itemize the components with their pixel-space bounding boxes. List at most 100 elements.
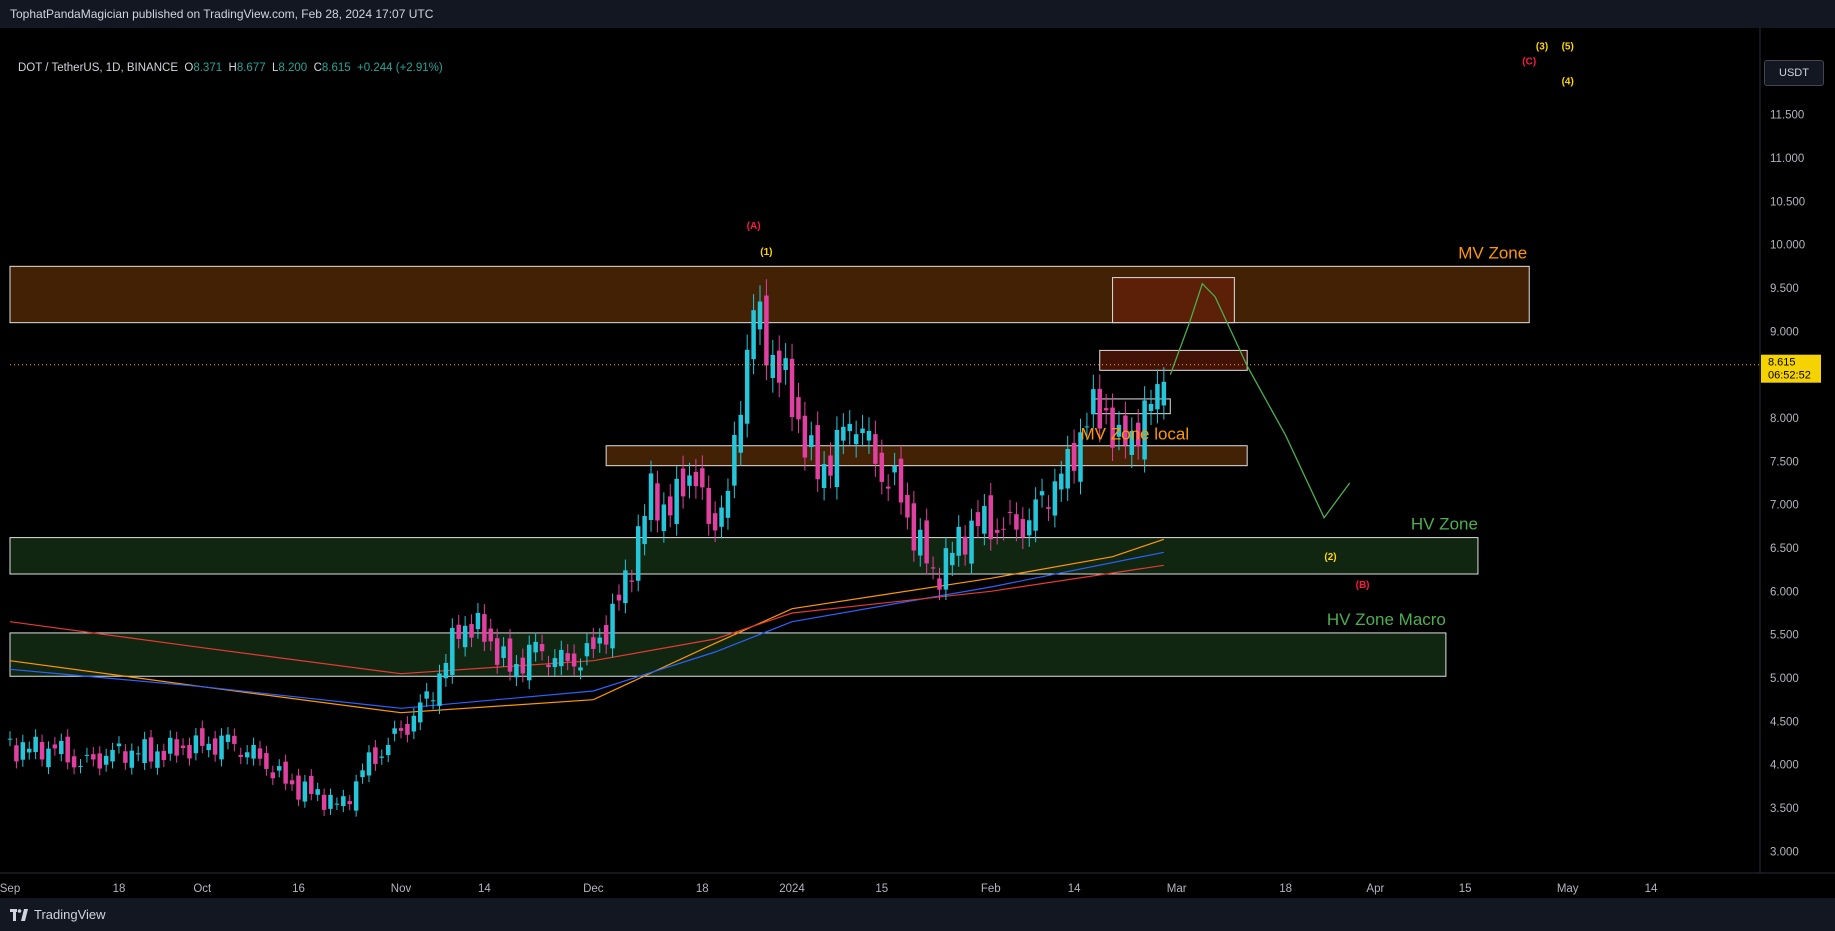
tradingview-logo[interactable]: TradingView: [10, 907, 106, 922]
projection-path: [1169, 282, 1351, 519]
wave-label: (2): [1324, 552, 1336, 563]
candle-body: [91, 754, 96, 760]
candle-body: [488, 628, 494, 642]
candle-body: [815, 425, 820, 480]
candle-body: [956, 526, 961, 556]
candle-body: [232, 735, 237, 744]
candle-body: [97, 753, 102, 769]
candle-body: [655, 483, 660, 521]
candle-body: [841, 426, 846, 441]
candle-body: [39, 742, 45, 760]
zone-rect: [605, 445, 1248, 467]
candle-body: [1033, 499, 1038, 531]
candle-body: [898, 458, 904, 503]
x-tick-label: Dec: [583, 883, 604, 895]
candle-body: [578, 667, 583, 671]
open-value: 8.371: [193, 62, 223, 74]
candle-body: [328, 794, 333, 809]
candle-body: [270, 772, 276, 779]
wave-label: (C): [1522, 56, 1536, 67]
candle-body: [552, 658, 558, 668]
wave-label: (4): [1562, 76, 1574, 87]
candle-body: [565, 653, 570, 662]
candle-body: [289, 780, 295, 785]
x-tick-label: 14: [1068, 883, 1081, 895]
candle-body: [251, 744, 256, 759]
wave-label: (3): [1536, 42, 1548, 53]
candle-body: [212, 738, 218, 755]
candle-body: [719, 507, 724, 527]
candle-body: [129, 750, 135, 768]
candle-body: [725, 490, 731, 518]
candle-body: [950, 552, 955, 566]
candle-body: [411, 715, 417, 732]
candle-body: [1026, 520, 1032, 536]
candle-body: [373, 747, 378, 764]
candle-body: [623, 570, 628, 604]
candle-body: [283, 761, 288, 784]
candle-body: [757, 301, 763, 330]
zone-label: MV Zone local: [1081, 425, 1190, 444]
candle-body: [20, 742, 26, 760]
candle-body: [783, 358, 788, 370]
candle-body: [1020, 519, 1026, 538]
candle-body: [937, 578, 942, 590]
brand-name: TradingView: [34, 907, 106, 922]
candle-body: [1059, 473, 1064, 490]
candle-body: [321, 794, 327, 810]
x-tick-label: 14: [1645, 883, 1658, 895]
y-tick-label: 10.000: [1770, 240, 1805, 252]
candle-body: [315, 789, 320, 795]
candle-body: [1142, 400, 1147, 460]
candle-body: [680, 468, 686, 497]
candle-body: [584, 643, 590, 657]
candle-body: [828, 455, 833, 476]
candle-body: [751, 310, 756, 360]
candle-body: [1014, 514, 1019, 530]
candle-body: [1071, 442, 1077, 471]
candle-body: [924, 520, 929, 564]
candle-body: [776, 350, 782, 383]
candle-body: [1123, 415, 1128, 446]
x-tick-label: Oct: [193, 883, 212, 895]
candle-body: [674, 478, 679, 524]
candle-body: [821, 464, 827, 488]
wave-label: (5): [1562, 42, 1574, 53]
y-tick-label: 4.500: [1770, 716, 1799, 728]
x-tick-label: 2024: [779, 883, 805, 895]
candle-body: [1161, 381, 1167, 406]
symbol-legend: DOT / TetherUS, 1D, BINANCE O8.371 H8.67…: [18, 62, 443, 74]
candle-body: [244, 752, 250, 758]
currency-button[interactable]: USDT: [1764, 60, 1824, 86]
candle-body: [539, 644, 545, 652]
candle-body: [1065, 448, 1070, 489]
candle-body: [712, 513, 718, 531]
price-chart[interactable]: 3.000 3.500 4.000 4.500 5.000 5.500 6.000 6.500…: [0, 28, 1835, 898]
candle-body: [1148, 403, 1154, 411]
y-tick-label: 3.000: [1770, 846, 1799, 858]
x-tick-label: 18: [1279, 883, 1292, 895]
candle-body: [866, 430, 872, 441]
y-tick-label: 6.500: [1770, 543, 1799, 555]
zone-rect: [9, 632, 1447, 677]
candle-body: [360, 770, 365, 778]
candle-body: [501, 646, 506, 658]
candle-body: [1135, 422, 1141, 447]
candle-body: [161, 750, 167, 760]
y-tick-label: 6.000: [1770, 586, 1799, 598]
candle-body: [302, 781, 308, 802]
candle-body: [392, 728, 397, 734]
high-label: H: [228, 62, 237, 74]
candle-body: [424, 691, 429, 699]
y-tick-label: 11.500: [1770, 110, 1804, 122]
x-tick-label: 18: [113, 883, 126, 895]
candle-body: [597, 637, 602, 644]
candle-body: [46, 748, 51, 768]
candle-body: [238, 754, 244, 757]
candle-body: [873, 434, 878, 464]
candle-body: [405, 723, 410, 735]
wave-label: (A): [747, 221, 761, 232]
candle-body: [193, 735, 199, 754]
chart-pane[interactable]: 3.000 3.500 4.000 4.500 5.000 5.500 6.000 6.500…: [0, 28, 1835, 898]
candle-body: [14, 745, 19, 762]
